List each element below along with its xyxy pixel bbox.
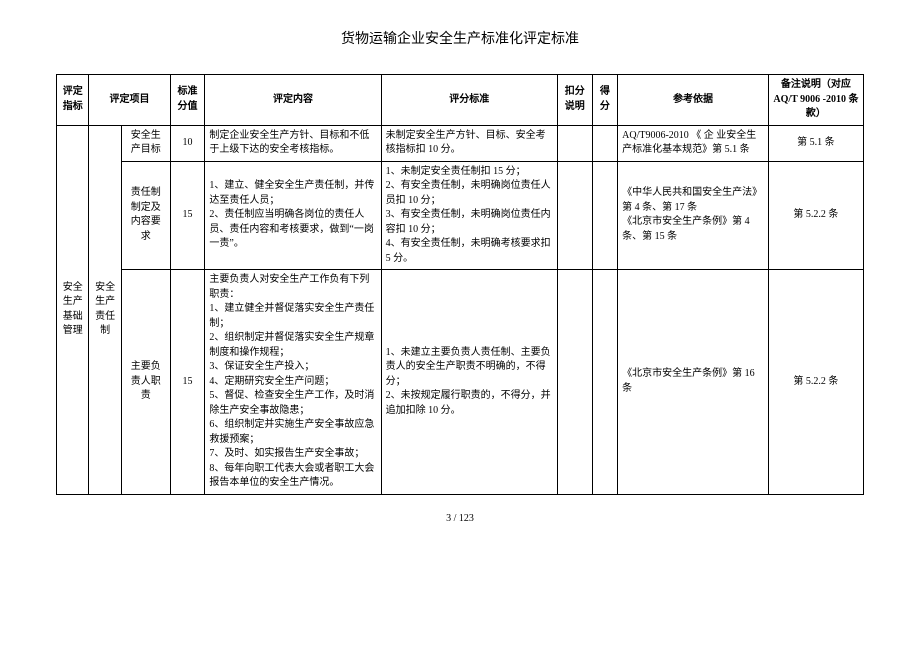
th-ref: 参考依据 bbox=[618, 75, 769, 126]
cell-score: 15 bbox=[170, 161, 205, 270]
cell-criteria: 未制定安全生产方针、目标、安全考核指标扣 10 分。 bbox=[381, 125, 557, 161]
cell-score: 15 bbox=[170, 270, 205, 495]
cell-criteria: 1、未制定安全责任制扣 15 分；2、有安全责任制，未明确岗位责任人员扣 10 … bbox=[381, 161, 557, 270]
cell-got bbox=[592, 161, 618, 270]
table-row: 安全生产基础管理 安全生产责任制 安全生产目标 10 制定企业安全生产方针、目标… bbox=[57, 125, 864, 161]
cell-content: 1、建立、健全安全生产责任制，并传达至责任人员；2、责任制应当明确各岗位的责任人… bbox=[205, 161, 381, 270]
table-row: 主要负责人职责 15 主要负责人对安全生产工作负有下列职责：1、建立健全并督促落… bbox=[57, 270, 864, 495]
cell-item: 主要负责人职责 bbox=[121, 270, 170, 495]
page-footer: 3 / 123 bbox=[56, 513, 864, 524]
cell-item: 安全生产目标 bbox=[121, 125, 170, 161]
cell-got bbox=[592, 270, 618, 495]
cell-ref: 《中华人民共和国安全生产法》第 4 条、第 17 条《北京市安全生产条例》第 4… bbox=[618, 161, 769, 270]
th-content: 评定内容 bbox=[205, 75, 381, 126]
th-score: 标准分值 bbox=[170, 75, 205, 126]
cell-ref: 《北京市安全生产条例》第 16 条 bbox=[618, 270, 769, 495]
cell-deduct bbox=[557, 125, 592, 161]
th-got: 得分 bbox=[592, 75, 618, 126]
th-deduct: 扣分说明 bbox=[557, 75, 592, 126]
cell-item: 责任制制定及内容要求 bbox=[121, 161, 170, 270]
criteria-table: 评定指标 评定项目 标准分值 评定内容 评分标准 扣分说明 得分 参考依据 备注… bbox=[56, 74, 864, 495]
cell-deduct bbox=[557, 161, 592, 270]
table-header-row: 评定指标 评定项目 标准分值 评定内容 评分标准 扣分说明 得分 参考依据 备注… bbox=[57, 75, 864, 126]
cell-deduct bbox=[557, 270, 592, 495]
th-note: 备注说明（对应 AQ/T 9006 -2010 条款） bbox=[768, 75, 863, 126]
cell-content: 主要负责人对安全生产工作负有下列职责：1、建立健全并督促落实安全生产责任制；2、… bbox=[205, 270, 381, 495]
cell-content: 制定企业安全生产方针、目标和不低于上级下达的安全考核指标。 bbox=[205, 125, 381, 161]
cell-note: 第 5.2.2 条 bbox=[768, 270, 863, 495]
cell-score: 10 bbox=[170, 125, 205, 161]
th-indicator: 评定指标 bbox=[57, 75, 89, 126]
th-item: 评定项目 bbox=[89, 75, 170, 126]
cell-got bbox=[592, 125, 618, 161]
cell-indicator: 安全生产基础管理 bbox=[57, 125, 89, 494]
cell-subgroup: 安全生产责任制 bbox=[89, 125, 121, 494]
cell-note: 第 5.1 条 bbox=[768, 125, 863, 161]
cell-note: 第 5.2.2 条 bbox=[768, 161, 863, 270]
cell-criteria: 1、未建立主要负责人责任制、主要负责人的安全生产职责不明确的，不得分；2、未按规… bbox=[381, 270, 557, 495]
table-row: 责任制制定及内容要求 15 1、建立、健全安全生产责任制，并传达至责任人员；2、… bbox=[57, 161, 864, 270]
th-criteria: 评分标准 bbox=[381, 75, 557, 126]
document-title: 货物运输企业安全生产标准化评定标准 bbox=[56, 28, 864, 48]
cell-ref: AQ/T9006-2010 《 企 业安全生产标准化基本规范》第 5.1 条 bbox=[618, 125, 769, 161]
